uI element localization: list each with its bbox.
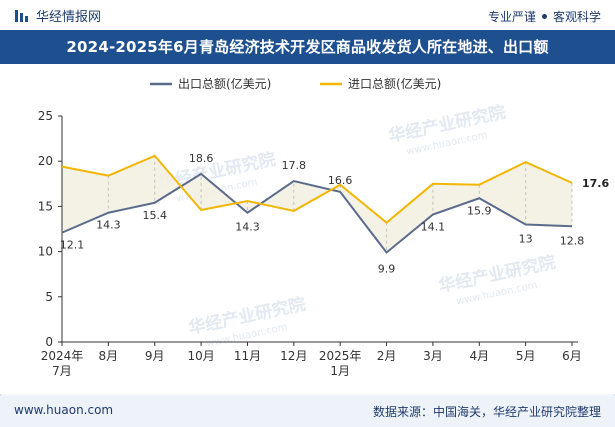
y-tick-label: 5	[45, 290, 53, 304]
line-chart: 华经产业研究院www.huaon.com华经产业研究院www.huaon.com…	[38, 76, 610, 378]
export-data-label: 17.8	[282, 159, 307, 172]
chart-area: 华经产业研究院www.huaon.com华经产业研究院www.huaon.com…	[0, 64, 615, 394]
footer-source: 数据来源：中国海关，华经产业研究院整理	[372, 405, 601, 419]
legend-label-1: 进口总额(亿美元)	[348, 76, 441, 91]
footer: www.huaon.com 数据来源：中国海关，华经产业研究院整理	[0, 396, 615, 427]
x-tick-label: 6月	[562, 349, 582, 363]
export-data-label: 13	[519, 232, 533, 245]
export-data-label: 9.9	[378, 263, 396, 276]
y-tick-label: 10	[38, 245, 53, 259]
slogan: 专业严谨 客观科学	[488, 8, 601, 25]
x-tick-label: 11月	[234, 349, 261, 363]
difference-band	[62, 155, 572, 253]
y-tick-label: 25	[38, 109, 53, 123]
export-data-label: 18.6	[189, 152, 214, 165]
import-data-label: 17.6	[582, 177, 609, 190]
export-data-label: 12.8	[560, 234, 585, 247]
x-tick-label: 12月	[280, 349, 307, 363]
x-tick-label: 3月	[423, 349, 443, 363]
legend-label-0: 出口总额(亿美元)	[178, 76, 271, 91]
brand-name: 华经情报网	[36, 10, 102, 25]
series-line-1	[61, 154, 573, 224]
export-data-label: 14.3	[96, 219, 121, 232]
x-tick-label: 9月	[145, 349, 165, 363]
y-tick-label: 15	[38, 199, 53, 213]
top-bar: 华经情报网 专业严谨 客观科学	[0, 0, 615, 30]
x-tick-label: 5月	[516, 349, 536, 363]
export-data-label: 16.6	[328, 174, 353, 187]
x-tick-label: 10月	[187, 349, 214, 363]
slogan-right: 客观科学	[552, 10, 601, 24]
export-data-label: 14.3	[235, 221, 260, 234]
x-tick-label: 2024年	[41, 349, 84, 363]
y-tick-label: 0	[45, 335, 53, 349]
export-data-label: 15.4	[142, 209, 167, 222]
footer-website[interactable]: www.huaon.com	[14, 403, 114, 417]
brand-logo-icon	[15, 9, 28, 22]
x-tick-label: 4月	[469, 349, 489, 363]
export-data-label: 12.1	[60, 239, 85, 252]
x-tick-label: 7月	[52, 364, 72, 378]
separator-dot-icon	[541, 14, 547, 19]
export-data-label: 14.1	[421, 221, 446, 234]
y-tick-label: 20	[38, 154, 53, 168]
brand: 华经情报网	[14, 6, 101, 25]
chart-title: 2024-2025年6月青岛经济技术开发区商品收发货人所在地进、出口额	[0, 30, 615, 64]
export-data-label: 15.9	[467, 204, 492, 217]
series-line-0	[61, 172, 573, 254]
slogan-left: 专业严谨	[487, 10, 536, 24]
x-tick-label: 2025年	[319, 349, 362, 363]
x-tick-label: 8月	[99, 349, 119, 363]
x-tick-label: 2月	[377, 349, 397, 363]
x-tick-label: 1月	[330, 364, 350, 378]
